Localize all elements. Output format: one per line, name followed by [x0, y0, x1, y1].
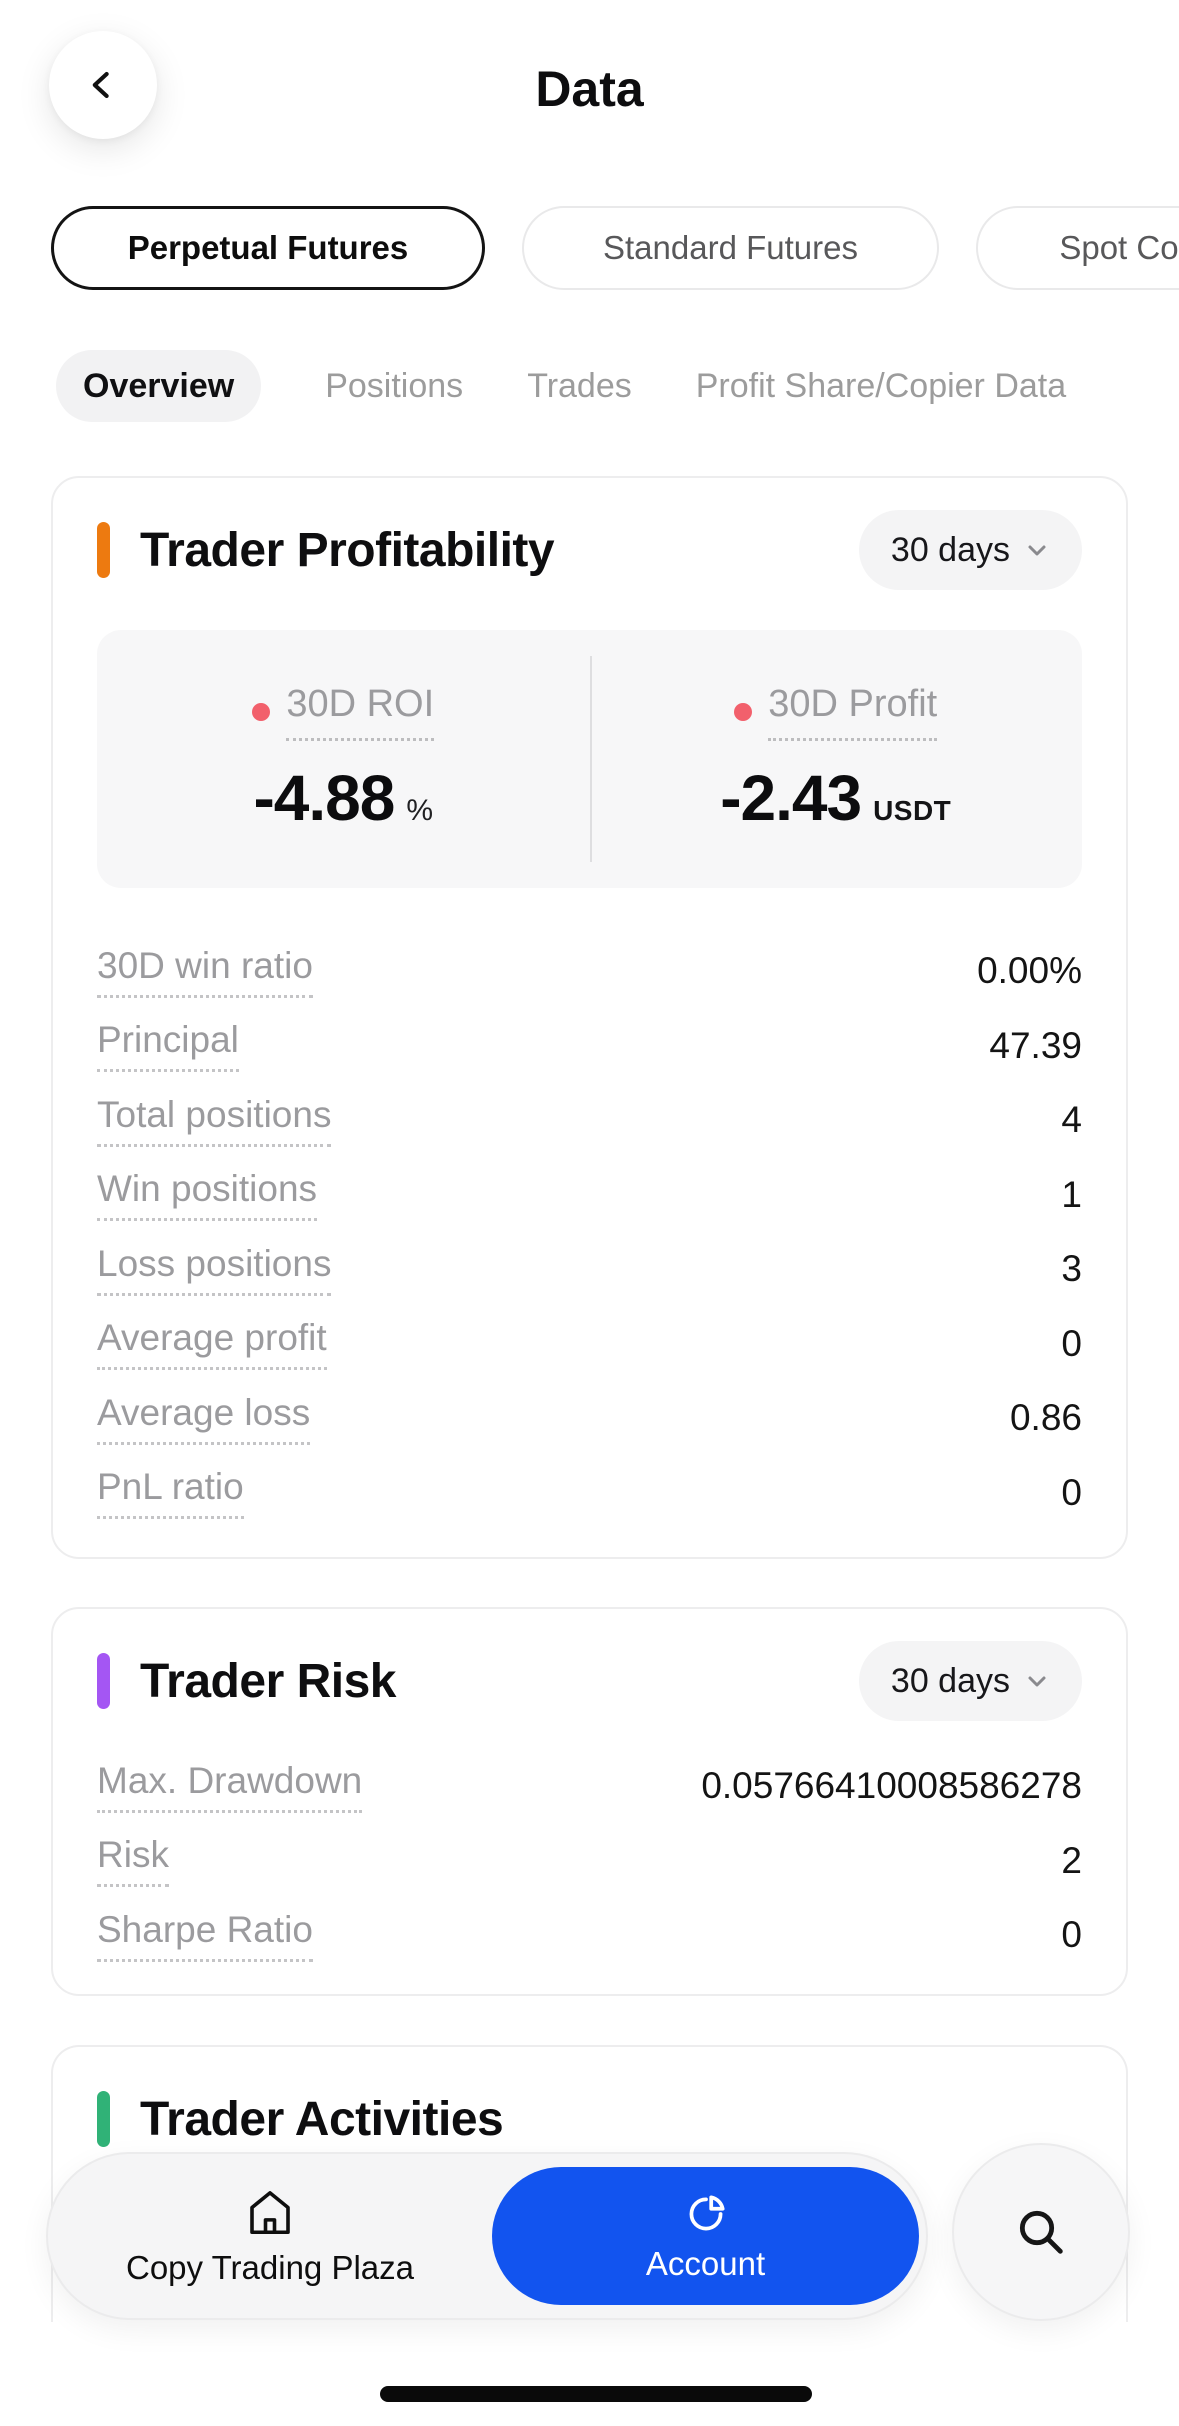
- stat-value: 3: [1061, 1248, 1082, 1290]
- tab-spot-copy-trading[interactable]: Spot Copy Trading: [976, 206, 1179, 290]
- stat-label[interactable]: Total positions: [97, 1094, 332, 1147]
- stat-value: 0: [1061, 1322, 1082, 1364]
- stat-row: Risk 2: [97, 1824, 1082, 1899]
- period-dropdown[interactable]: 30 days: [858, 510, 1082, 590]
- accent-bar: [97, 2091, 110, 2147]
- nav-label: Copy Trading Plaza: [126, 2249, 414, 2286]
- stat-value: 0: [1061, 1914, 1082, 1956]
- bottom-nav: Copy Trading Plaza Account: [46, 2152, 928, 2320]
- accent-bar: [97, 522, 110, 578]
- stat-label[interactable]: Loss positions: [97, 1243, 332, 1296]
- tab-profit-share-copier-data[interactable]: Profit Share/Copier Data: [695, 366, 1067, 405]
- roi-column: 30D ROI -4.88 %: [97, 630, 590, 888]
- stat-label[interactable]: 30D win ratio: [97, 945, 313, 998]
- stat-row: PnL ratio 0: [97, 1456, 1082, 1531]
- profit-unit: USDT: [873, 795, 952, 826]
- roi-unit: %: [406, 794, 434, 827]
- accent-bar: [97, 1653, 110, 1709]
- stat-value: 0: [1061, 1471, 1082, 1513]
- stat-row: Average profit 0: [97, 1307, 1082, 1382]
- dot-icon: [252, 703, 271, 721]
- chevron-down-icon: [1024, 537, 1050, 563]
- back-button[interactable]: [49, 31, 157, 139]
- period-dropdown[interactable]: 30 days: [858, 1641, 1082, 1721]
- tab-positions[interactable]: Positions: [325, 366, 464, 405]
- stat-label[interactable]: Sharpe Ratio: [97, 1909, 313, 1962]
- stat-row: 30D win ratio 0.00%: [97, 934, 1082, 1009]
- card-header: Trader Profitability 30 days: [97, 510, 1082, 590]
- stat-label[interactable]: Risk: [97, 1834, 169, 1888]
- home-icon: [243, 2185, 297, 2239]
- roi-value: -4.88: [253, 762, 395, 834]
- roi-label[interactable]: 30D ROI: [286, 683, 435, 741]
- stat-row: Total positions 4: [97, 1083, 1082, 1158]
- home-indicator[interactable]: [380, 2386, 812, 2402]
- stat-row: Max. Drawdown 0.05766410008586278: [97, 1749, 1082, 1824]
- stat-value: 0.05766410008586278: [701, 1765, 1082, 1807]
- stat-value: 0.86: [1009, 1397, 1082, 1439]
- profit-column: 30D Profit -2.43 USDT: [590, 630, 1083, 888]
- card-header: Trader Risk 30 days: [97, 1641, 1082, 1721]
- card-header: Trader Activities: [97, 2079, 1082, 2159]
- tab-overview[interactable]: Overview: [56, 350, 262, 422]
- stat-value: 4: [1061, 1099, 1082, 1141]
- stat-label[interactable]: Average profit: [97, 1317, 327, 1371]
- stat-label[interactable]: PnL ratio: [97, 1466, 244, 1520]
- card-title: Trader Profitability: [140, 523, 555, 577]
- card-title: Trader Activities: [140, 2092, 504, 2146]
- profit-label[interactable]: 30D Profit: [768, 683, 938, 741]
- search-icon: [1009, 2200, 1073, 2264]
- chevron-down-icon: [1024, 1668, 1050, 1694]
- section-tabs: Overview Positions Trades Profit Share/C…: [56, 350, 1066, 422]
- stat-value: 1: [1061, 1173, 1082, 1215]
- period-label: 30 days: [890, 530, 1010, 569]
- stat-label[interactable]: Average loss: [97, 1392, 311, 1445]
- profitability-stats: 30D win ratio 0.00% Principal 47.39 Tota…: [97, 934, 1082, 1530]
- nav-item-account[interactable]: Account: [492, 2167, 919, 2305]
- stat-label[interactable]: Win positions: [97, 1168, 318, 1222]
- nav-item-copy-trading-plaza[interactable]: Copy Trading Plaza: [48, 2154, 492, 2318]
- search-button[interactable]: [952, 2143, 1130, 2321]
- trader-risk-card: Trader Risk 30 days Max. Drawdown 0.0576…: [51, 1607, 1128, 1996]
- period-label: 30 days: [890, 1661, 1010, 1700]
- stat-value: 0.00%: [977, 950, 1082, 992]
- stat-row: Principal 47.39: [97, 1009, 1082, 1084]
- stat-value: 2: [1061, 1839, 1082, 1881]
- stat-value: 47.39: [989, 1024, 1082, 1066]
- risk-stats: Max. Drawdown 0.05766410008586278 Risk 2…: [97, 1749, 1082, 1973]
- stat-row: Sharpe Ratio 0: [97, 1898, 1082, 1973]
- summary-box: 30D ROI -4.88 % 30D Profit -2.43 USDT: [97, 630, 1082, 888]
- pie-chart-icon: [681, 2189, 731, 2239]
- dot-icon: [734, 703, 753, 721]
- stat-row: Win positions 1: [97, 1158, 1082, 1233]
- tab-standard-futures[interactable]: Standard Futures: [522, 206, 939, 290]
- tab-trades[interactable]: Trades: [527, 366, 632, 405]
- page-title: Data: [535, 61, 644, 117]
- market-tabs: Perpetual Futures Standard Futures Spot …: [51, 206, 1179, 290]
- stat-row: Average loss 0.86: [97, 1381, 1082, 1456]
- card-title: Trader Risk: [140, 1654, 396, 1708]
- trader-profitability-card: Trader Profitability 30 days 30D ROI -4.…: [51, 476, 1128, 1559]
- divider: [589, 656, 592, 862]
- profit-value: -2.43: [720, 762, 862, 834]
- nav-label: Account: [645, 2245, 766, 2282]
- stat-label[interactable]: Principal: [97, 1019, 239, 1073]
- chevron-left-icon: [81, 63, 125, 107]
- stat-label[interactable]: Max. Drawdown: [97, 1760, 363, 1813]
- tab-perpetual-futures[interactable]: Perpetual Futures: [51, 206, 485, 290]
- stat-row: Loss positions 3: [97, 1232, 1082, 1307]
